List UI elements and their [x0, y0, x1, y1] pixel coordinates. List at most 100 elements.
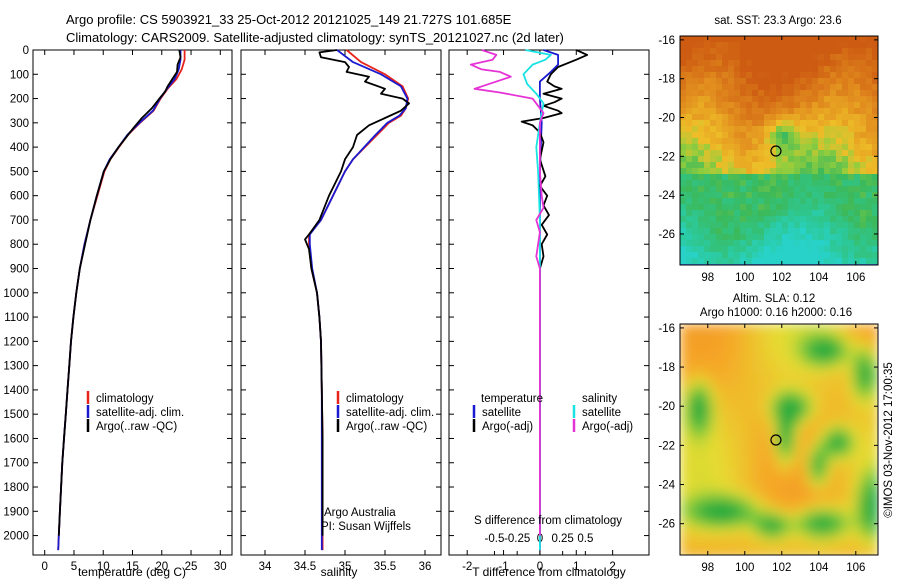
- sst-cell: [842, 42, 849, 49]
- lat-tick-label: -24: [658, 190, 675, 202]
- sst-cell: [776, 240, 783, 247]
- sla-cell: [866, 396, 873, 403]
- sla-cell: [746, 546, 753, 553]
- sst-cell: [836, 210, 843, 217]
- sst-cell: [836, 216, 843, 223]
- sst-cell: [866, 144, 873, 151]
- sla-cell: [746, 342, 753, 349]
- sla-cell: [734, 528, 741, 535]
- sla-cell: [740, 354, 747, 361]
- sst-cell: [770, 36, 777, 43]
- sla-cell: [818, 390, 825, 397]
- sla-cell: [848, 546, 855, 553]
- lon-tick-label: 106: [846, 272, 865, 284]
- sla-cell: [824, 324, 831, 331]
- sst-cell: [764, 258, 771, 265]
- sst-cell: [728, 42, 735, 49]
- sla-cell: [746, 348, 753, 355]
- sst-cell: [812, 186, 819, 193]
- sla-cell: [788, 372, 795, 379]
- sst-cell: [824, 234, 831, 241]
- sst-cell: [848, 48, 855, 55]
- sst-cell: [824, 198, 831, 205]
- sst-cell: [800, 216, 807, 223]
- sla-cell: [800, 462, 807, 469]
- sst-cell: [872, 204, 878, 211]
- sst-cell: [752, 210, 759, 217]
- sla-cell: [806, 540, 813, 547]
- sla-cell: [836, 420, 843, 427]
- sla-cell: [854, 480, 861, 487]
- sst-cell: [728, 78, 735, 85]
- sla-cell: [698, 342, 705, 349]
- sla-cell: [770, 324, 777, 331]
- sst-cell: [782, 60, 789, 67]
- sla-cell: [758, 468, 765, 475]
- sla-cell: [710, 396, 717, 403]
- sst-cell: [830, 186, 837, 193]
- sla-cell: [842, 516, 849, 523]
- sst-cell: [836, 96, 843, 103]
- sla-cell: [680, 504, 687, 511]
- sla-cell: [704, 522, 711, 529]
- sst-cell: [854, 246, 861, 253]
- sla-cell: [716, 546, 723, 553]
- sst-cell: [794, 222, 801, 229]
- sst-cell: [740, 186, 747, 193]
- sst-cell: [782, 228, 789, 235]
- sla-cell: [842, 384, 849, 391]
- sla-cell: [824, 450, 831, 457]
- sla-cell: [770, 444, 777, 451]
- sla-cell: [812, 414, 819, 421]
- sst-cell: [788, 48, 795, 55]
- sst-cell: [788, 174, 795, 181]
- sla-cell: [824, 414, 831, 421]
- sla-cell: [860, 402, 867, 409]
- sla-cell: [752, 390, 759, 397]
- sst-cell: [752, 120, 759, 127]
- sst-cell: [848, 102, 855, 109]
- sla-cell: [848, 516, 855, 523]
- sla-cell: [806, 420, 813, 427]
- sla-cell: [722, 396, 729, 403]
- sla-cell: [770, 438, 777, 445]
- sla-cell: [812, 354, 819, 361]
- sla-cell: [782, 372, 789, 379]
- sla-cell: [758, 408, 765, 415]
- sst-cell: [800, 228, 807, 235]
- sst-cell: [716, 240, 723, 247]
- sst-cell: [758, 168, 765, 175]
- sst-cell: [794, 234, 801, 241]
- sla-cell: [836, 342, 843, 349]
- sst-cell: [734, 210, 741, 217]
- sst-cell: [722, 36, 729, 43]
- sst-cell: [866, 168, 873, 175]
- sla-cell: [680, 384, 687, 391]
- sla-cell: [842, 504, 849, 511]
- sla-cell: [764, 366, 771, 373]
- sla-cell: [836, 372, 843, 379]
- sla-cell: [818, 534, 825, 541]
- sla-cell: [704, 462, 711, 469]
- sst-cell: [728, 204, 735, 211]
- sla-cell: [782, 414, 789, 421]
- sla-cell: [686, 402, 693, 409]
- sst-cell: [812, 252, 819, 259]
- sst-cell: [842, 120, 849, 127]
- sst-heatmap: [680, 36, 878, 265]
- sst-cell: [854, 90, 861, 97]
- sla-cell: [734, 492, 741, 499]
- sst-cell: [836, 228, 843, 235]
- sla-cell: [800, 372, 807, 379]
- sst-cell: [698, 246, 705, 253]
- sla-cell: [836, 486, 843, 493]
- sst-cell: [776, 150, 783, 157]
- sst-cell: [782, 78, 789, 85]
- sst-cell: [734, 78, 741, 85]
- sla-cell: [866, 444, 873, 451]
- sla-cell: [740, 438, 747, 445]
- sst-cell: [776, 72, 783, 79]
- sst-cell: [752, 132, 759, 139]
- sla-cell: [860, 342, 867, 349]
- sst-cell: [860, 162, 867, 169]
